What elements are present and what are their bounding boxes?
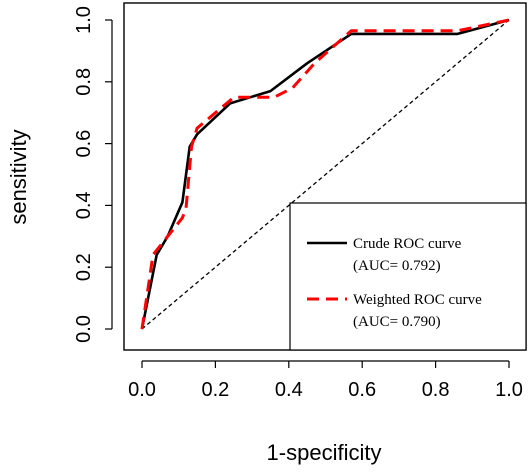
y-tick-label: 0.8	[73, 68, 95, 96]
legend: Crude ROC curve (AUC= 0.792) Weighted ROC …	[289, 202, 527, 351]
x-axis-label: 1-specificity	[267, 440, 382, 465]
y-tick-label: 1.0	[73, 6, 95, 34]
series-line-weighted	[140, 18, 510, 330]
y-axis-label: sensitivity	[6, 129, 31, 224]
y-tick-label: 0.4	[73, 191, 95, 219]
x-tick-label: 1.0	[495, 379, 523, 401]
legend-auc: (AUC= 0.792)	[353, 258, 441, 274]
plot-area	[140, 18, 510, 330]
x-tick-label: 0.8	[422, 379, 450, 401]
x-tick-label: 0.0	[128, 379, 156, 401]
legend-entry: Crude ROC curve	[353, 236, 462, 252]
reference-diagonal-line	[141, 19, 510, 330]
legend-auc: (AUC= 0.790)	[353, 314, 441, 330]
y-tick-label: 0.2	[73, 253, 95, 281]
x-tick-label: 0.6	[348, 379, 376, 401]
legend-entry: Weighted ROC curve	[353, 292, 482, 308]
axes: 0.0 0.2 0.4 0.6 0.8 1.0 0.0 0.2 0.4 0.6 0.8 1.0	[73, 2, 527, 401]
x-tick-label: 0.4	[275, 379, 303, 401]
x-tick-label: 0.2	[201, 379, 229, 401]
legend-box	[289, 202, 527, 351]
y-tick-label: 0.6	[73, 130, 95, 158]
y-tick-label: 0.0	[73, 315, 95, 343]
